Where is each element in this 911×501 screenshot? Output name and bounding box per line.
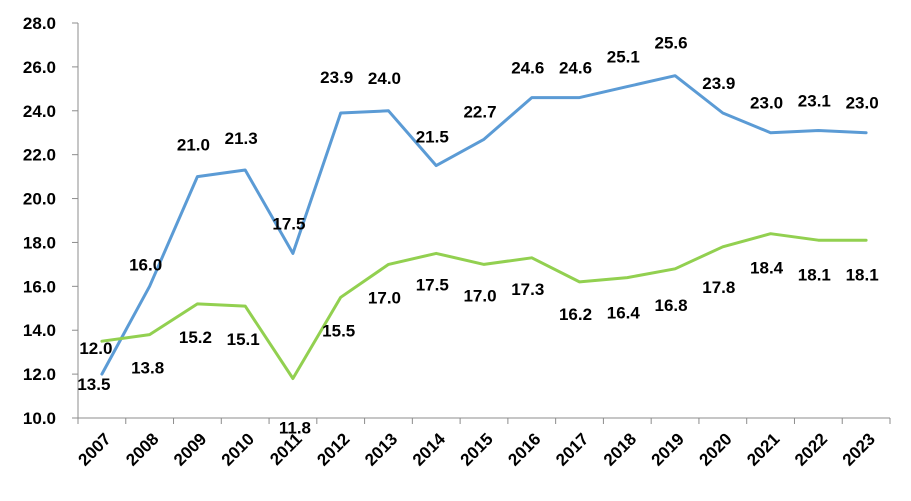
x-tick-label: 2022	[791, 429, 831, 469]
x-tick-label: 2007	[75, 429, 115, 469]
data-label-series-2: 17.3	[511, 280, 544, 299]
data-label-series-2: 17.5	[416, 275, 449, 294]
data-label-series-1: 23.9	[320, 68, 353, 87]
data-label-series-1: 23.1	[798, 92, 831, 111]
data-label-series-2: 16.4	[607, 304, 641, 323]
y-tick-label: 22.0	[23, 146, 56, 165]
x-tick-label: 2019	[648, 429, 688, 469]
y-tick-label: 12.0	[23, 365, 56, 384]
data-label-series-1: 25.6	[655, 34, 688, 53]
x-tick-label: 2018	[600, 429, 640, 469]
y-tick-label: 24.0	[23, 102, 56, 121]
data-label-series-2: 16.8	[655, 296, 688, 315]
y-tick-label: 16.0	[23, 277, 56, 296]
data-label-series-1: 23.0	[846, 94, 879, 113]
data-label-series-1: 24.6	[559, 59, 592, 78]
data-label-series-2: 18.4	[750, 259, 784, 278]
y-tick-label: 18.0	[23, 233, 56, 252]
data-label-series-1: 21.0	[177, 136, 210, 155]
x-tick-label: 2010	[218, 429, 258, 469]
data-label-series-1: 21.3	[225, 129, 258, 148]
data-label-series-1: 23.9	[702, 74, 735, 93]
data-label-series-1: 24.6	[511, 59, 544, 78]
x-tick-label: 2008	[122, 429, 162, 469]
data-label-series-2: 15.5	[322, 321, 355, 340]
data-label-series-2: 11.8	[279, 419, 311, 438]
data-label-series-1: 25.1	[607, 48, 640, 67]
data-label-series-1: 22.7	[463, 102, 496, 121]
x-tick-label: 2021	[743, 429, 783, 469]
x-tick-label: 2023	[839, 429, 879, 469]
y-tick-label: 28.0	[23, 14, 56, 33]
data-label-series-2: 13.5	[77, 375, 110, 394]
y-tick-label: 14.0	[23, 321, 56, 340]
data-label-series-1: 23.0	[750, 94, 783, 113]
y-tick-label: 20.0	[23, 190, 56, 209]
data-label-series-1: 16.0	[129, 255, 162, 274]
data-label-series-2: 15.2	[179, 328, 212, 347]
x-tick-label: 2014	[409, 429, 450, 470]
x-axis: 2007 2008 2009 2010 2011 2012 2013 2014 2015 2016…	[75, 417, 891, 470]
x-tick-label: 2013	[361, 429, 401, 469]
series-lines	[100, 74, 868, 380]
y-axis: 10.0 12.0 14.0 16.0 18.0 20.0 22.0 24.0 26.0 28.0	[23, 14, 79, 428]
data-label-series-2: 15.1	[227, 330, 260, 349]
data-label-series-2: 18.1	[846, 265, 879, 284]
data-label-series-2: 17.8	[702, 278, 735, 297]
data-label-series-2: 18.1	[798, 265, 831, 284]
series-line-2	[100, 232, 868, 380]
y-tick-label: 26.0	[23, 58, 56, 77]
x-tick-label: 2017	[552, 429, 592, 469]
y-tick-label: 10.0	[23, 409, 56, 428]
x-tick-label: 2012	[313, 429, 353, 469]
data-label-series-1: 24.0	[368, 69, 401, 88]
data-label-series-1: 21.5	[416, 128, 449, 147]
series-line-1	[100, 74, 868, 376]
data-labels: 12.0 16.0 21.0 21.3 17.5 23.9 24.0 21.5 22.7 24.6…	[77, 34, 878, 438]
data-label-series-2: 17.0	[368, 288, 401, 307]
x-tick-label: 2016	[504, 429, 544, 469]
x-tick-label: 2009	[170, 429, 210, 469]
data-label-series-2: 16.2	[559, 305, 592, 324]
x-tick-label: 2015	[457, 429, 497, 469]
data-label-series-2: 13.8	[131, 359, 164, 378]
data-label-series-2: 17.0	[463, 286, 496, 305]
x-tick-label: 2020	[695, 429, 735, 469]
data-label-series-1: 12.0	[79, 339, 112, 358]
data-label-series-1: 17.5	[272, 214, 305, 233]
